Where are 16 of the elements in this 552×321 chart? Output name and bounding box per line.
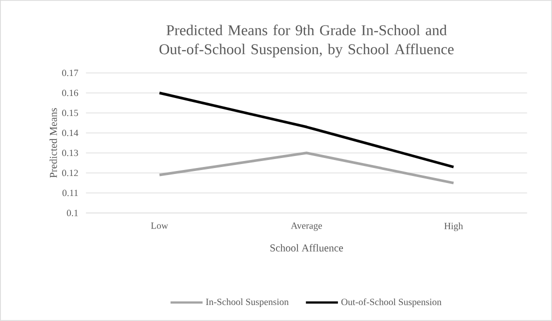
legend-label: In-School Suspension xyxy=(206,298,289,308)
y-tick-label: 0.12 xyxy=(62,170,78,176)
y-tick-label: 0.15 xyxy=(62,110,78,116)
y-tick-label: 0.11 xyxy=(62,190,78,196)
y-tick-label: 0.13 xyxy=(62,150,78,156)
legend-label: Out-of-School Suspension xyxy=(341,298,442,308)
y-axis-title: Predicted Means xyxy=(50,108,57,178)
chart-title: Predicted Means for 9th Grade In-School and Out-of-School Suspension, by School Affluence xyxy=(160,24,454,58)
x-tick-label: Average xyxy=(290,222,322,231)
y-tick-label: 0.17 xyxy=(62,70,78,76)
y-tick-label: 0.16 xyxy=(62,90,78,96)
x-tick-label: High xyxy=(444,222,463,232)
y-tick-label: 0.1 xyxy=(66,210,78,216)
x-tick-label: Low xyxy=(151,222,168,229)
y-tick-label: 0.14 xyxy=(62,130,78,136)
x-axis-title: School Affluence xyxy=(270,244,343,252)
